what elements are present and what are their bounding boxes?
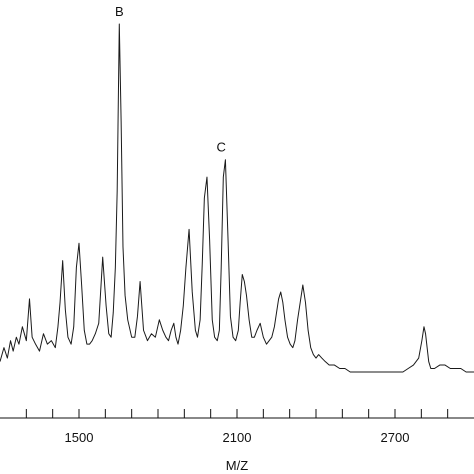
x-axis: 1500 2100 2700: [0, 409, 474, 445]
peak-label-b: B: [115, 4, 124, 19]
spectrum-line-0: [0, 23, 474, 373]
x-axis-label: M/Z: [226, 458, 248, 473]
spectrum-series: [0, 23, 474, 373]
peak-annotations: BC: [115, 4, 226, 155]
peak-label-c: C: [217, 140, 226, 155]
x-tick-label-1500: 1500: [65, 430, 94, 445]
x-tick-label-2100: 2100: [223, 430, 252, 445]
x-tick-label-2700: 2700: [381, 430, 410, 445]
